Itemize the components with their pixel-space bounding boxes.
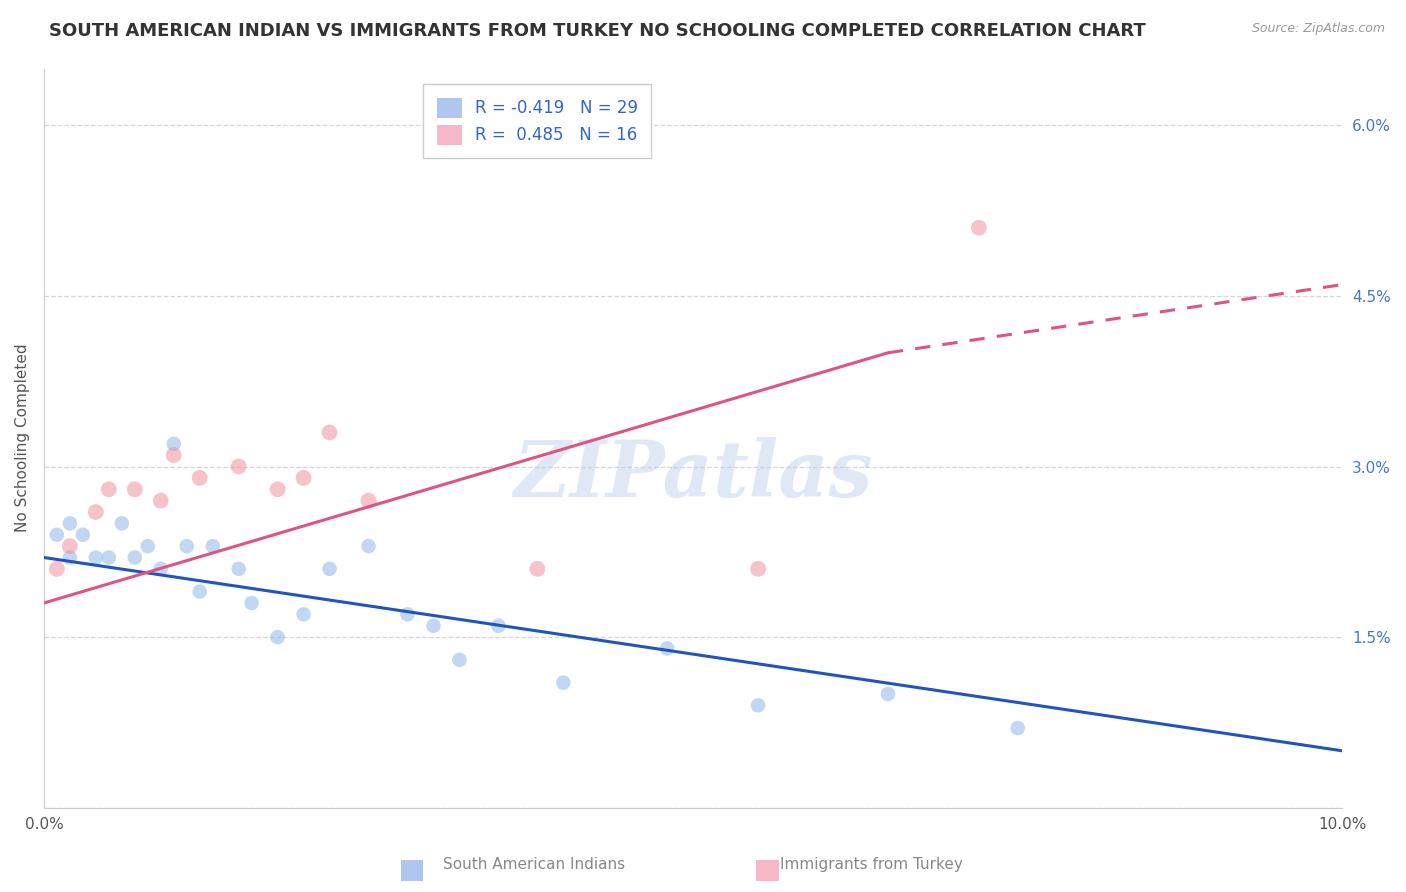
Point: [45, 528, 67, 542]
Point: [266, 483, 288, 497]
Point: [747, 562, 769, 576]
Point: [967, 220, 990, 235]
Point: [188, 471, 211, 485]
Point: [318, 425, 340, 440]
Point: [240, 596, 263, 610]
Point: [149, 493, 172, 508]
Point: [45, 562, 67, 576]
Point: [72, 528, 94, 542]
Text: Source: ZipAtlas.com: Source: ZipAtlas.com: [1251, 22, 1385, 36]
Point: [163, 448, 186, 462]
Text: South American Indians: South American Indians: [443, 857, 626, 872]
Point: [111, 516, 134, 531]
Point: [97, 550, 120, 565]
Point: [228, 459, 250, 474]
Point: [396, 607, 419, 622]
Point: [266, 630, 288, 644]
Point: [149, 562, 172, 576]
Point: [59, 539, 82, 553]
Point: [124, 483, 146, 497]
Bar: [401, 860, 423, 881]
Point: [176, 539, 198, 553]
Point: [201, 539, 224, 553]
Point: [228, 562, 250, 576]
Point: [747, 698, 769, 713]
Text: Immigrants from Turkey: Immigrants from Turkey: [780, 857, 963, 872]
Point: [422, 618, 444, 632]
Point: [124, 550, 146, 565]
Point: [59, 550, 82, 565]
Point: [553, 675, 575, 690]
Point: [357, 493, 380, 508]
Point: [318, 562, 340, 576]
Point: [84, 505, 107, 519]
Point: [188, 584, 211, 599]
Text: SOUTH AMERICAN INDIAN VS IMMIGRANTS FROM TURKEY NO SCHOOLING COMPLETED CORRELATI: SOUTH AMERICAN INDIAN VS IMMIGRANTS FROM…: [49, 22, 1146, 40]
Point: [136, 539, 159, 553]
Bar: [756, 860, 779, 881]
Point: [163, 437, 186, 451]
Point: [526, 562, 548, 576]
Point: [292, 471, 315, 485]
Point: [486, 618, 509, 632]
Point: [84, 550, 107, 565]
Point: [449, 653, 471, 667]
Point: [357, 539, 380, 553]
Point: [97, 483, 120, 497]
Point: [877, 687, 900, 701]
Point: [1007, 721, 1029, 735]
Point: [657, 641, 679, 656]
Point: [59, 516, 82, 531]
Text: ZIPatlas: ZIPatlas: [513, 437, 873, 513]
Legend: R = -0.419   N = 29, R =  0.485   N = 16: R = -0.419 N = 29, R = 0.485 N = 16: [423, 84, 651, 158]
Point: [292, 607, 315, 622]
Y-axis label: No Schooling Completed: No Schooling Completed: [15, 343, 30, 533]
